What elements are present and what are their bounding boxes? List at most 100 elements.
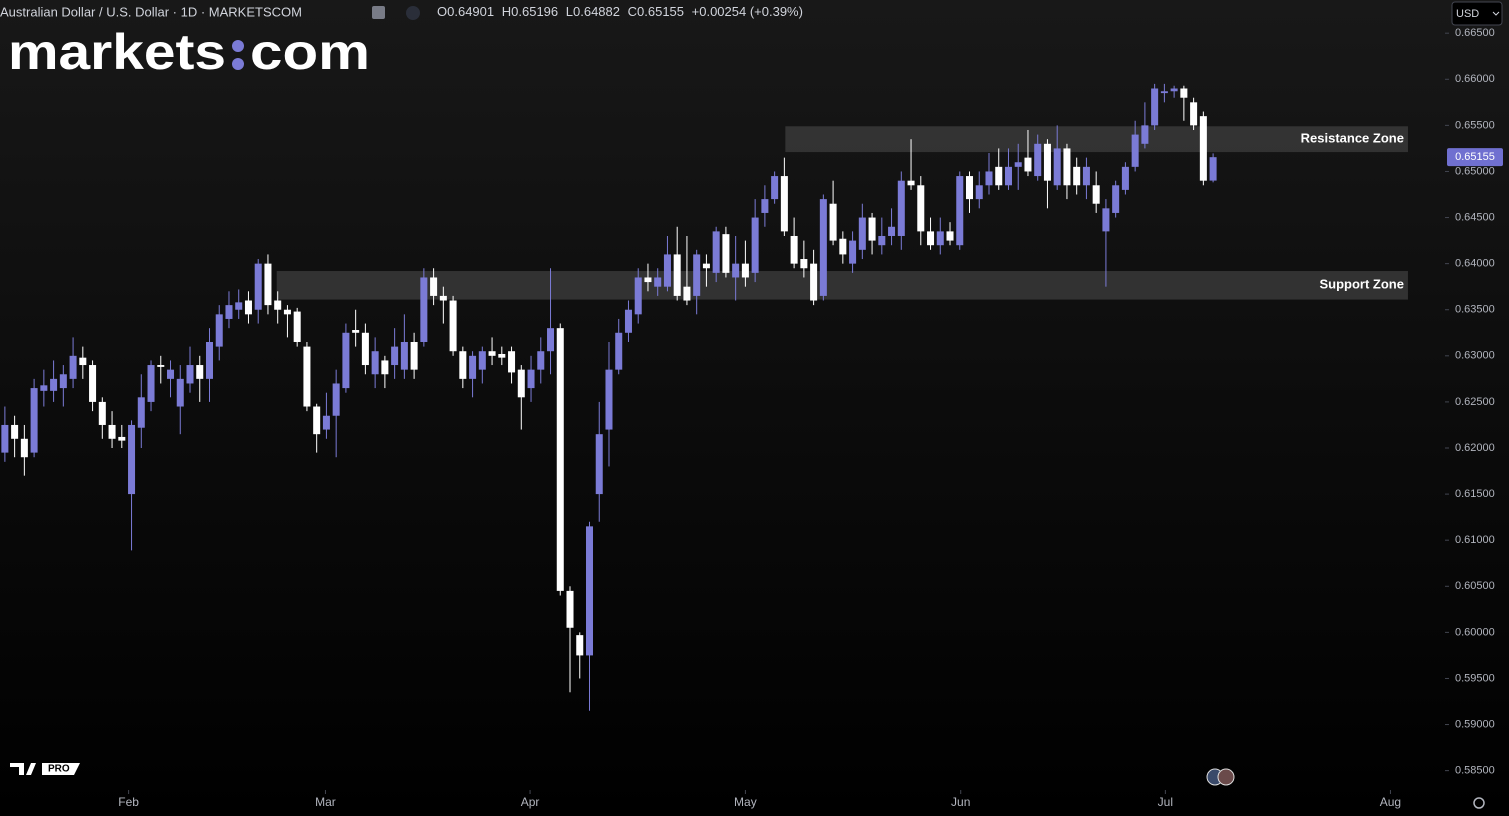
candle-body — [1073, 166, 1081, 186]
candle-body — [20, 438, 28, 458]
candle-body — [780, 176, 788, 232]
candle-body — [391, 346, 399, 366]
candle-body — [1199, 116, 1207, 181]
zone-label: Resistance Zone — [1301, 131, 1404, 146]
logo-text: com — [250, 24, 370, 80]
candle-body — [722, 234, 730, 273]
candle-body — [215, 314, 223, 347]
y-tick-label: 0.63000 — [1455, 350, 1495, 362]
chevron[interactable] — [1492, 11, 1500, 16]
x-tick-label: Jul — [1158, 795, 1173, 809]
candle-body — [624, 309, 632, 333]
candle-body — [975, 185, 983, 200]
y-tick-label: 0.63500 — [1455, 304, 1495, 316]
candle-body — [342, 332, 350, 389]
candle-body — [634, 277, 642, 315]
currency-select[interactable]: USD — [1451, 1, 1503, 26]
candle-body — [751, 217, 759, 273]
candle-body — [1141, 125, 1149, 144]
candle-body — [819, 199, 827, 296]
candle-body — [1, 424, 9, 453]
candle-body — [839, 238, 847, 255]
ohlc-value: 0.64901 — [447, 4, 494, 19]
candle-body — [1092, 185, 1100, 204]
candle-body — [59, 374, 67, 389]
candle-body — [1053, 148, 1061, 186]
candle-body — [654, 277, 662, 287]
candle-body — [498, 353, 506, 358]
candle-body — [322, 415, 330, 430]
candle-body — [595, 434, 603, 495]
candle-body — [985, 171, 993, 186]
candle-body — [927, 231, 935, 246]
status-icon[interactable] — [406, 6, 420, 20]
candle-body — [137, 397, 145, 428]
ohlc-label: C — [628, 4, 637, 19]
y-tick-label: 0.66000 — [1455, 73, 1495, 85]
y-tick-label: 0.59000 — [1455, 718, 1495, 730]
symbol-title: Australian Dollar / U.S. Dollar · 1D · M… — [0, 4, 302, 19]
candle-body — [1063, 148, 1071, 186]
candle-body — [888, 226, 896, 236]
ohlc-line: O0.64901 H0.65196 L0.64882 C0.65155 +0.0… — [437, 4, 803, 19]
candle-body — [644, 277, 652, 283]
flag-us[interactable] — [1217, 768, 1235, 786]
candle-body — [995, 166, 1003, 186]
candle-body — [98, 401, 106, 425]
currency-box[interactable] — [1451, 1, 1503, 26]
candle-body — [1190, 102, 1198, 126]
candle-body — [1180, 88, 1188, 98]
candle-body — [400, 341, 408, 370]
candle-body — [965, 176, 974, 200]
candle-body — [167, 369, 175, 379]
x-tick-label: Feb — [118, 795, 139, 809]
y-tick-label: 0.62500 — [1455, 396, 1495, 408]
candle-body — [946, 231, 954, 241]
candle-body — [244, 300, 252, 315]
ohlc-label: L — [566, 4, 573, 19]
candle-body — [1160, 91, 1168, 94]
candle-body — [849, 240, 857, 264]
tv-logo: PRO — [10, 763, 80, 775]
candle-body — [576, 635, 584, 656]
candle-body — [1043, 143, 1051, 181]
last-price-label: 0.65155 — [1455, 151, 1495, 163]
candle-body — [956, 176, 964, 246]
zone-label: Support Zone — [1319, 277, 1404, 292]
candle-body — [449, 300, 457, 352]
gear[interactable] — [1473, 797, 1485, 809]
candle-body — [663, 254, 671, 287]
candle-body — [527, 369, 535, 389]
candle-body — [547, 328, 555, 352]
candle-body — [420, 277, 428, 342]
candle-body — [878, 235, 886, 246]
currency-label[interactable]: USD — [1456, 8, 1479, 20]
y-tick-label: 0.59500 — [1455, 672, 1495, 684]
flag-icon[interactable] — [372, 6, 385, 19]
candle-body — [205, 341, 213, 379]
y-tick-label: 0.61000 — [1455, 534, 1495, 546]
candle-body — [264, 263, 272, 306]
flags-icon[interactable] — [1206, 768, 1235, 786]
candle-body — [712, 231, 720, 273]
candle-body — [254, 263, 262, 310]
candle-body — [741, 263, 749, 278]
candle-body — [303, 346, 311, 407]
candle-body — [469, 355, 477, 379]
candle-body — [1209, 157, 1217, 181]
candle-body — [371, 351, 379, 375]
candle-body — [693, 254, 701, 296]
candle-body — [1102, 208, 1110, 232]
x-tick-label: Jun — [951, 795, 970, 809]
candle-body — [30, 388, 38, 453]
x-tick-label: Aug — [1380, 795, 1401, 809]
candle-body — [1004, 166, 1012, 186]
candle-body — [1034, 143, 1042, 177]
zones: Resistance Zone Support Zone — [276, 126, 1408, 300]
candle-body — [683, 286, 691, 301]
candle-body — [771, 176, 779, 200]
settings[interactable] — [1473, 797, 1485, 809]
candle-body — [79, 357, 87, 366]
candle-body — [488, 351, 496, 356]
x-tick-label: Mar — [315, 795, 336, 809]
